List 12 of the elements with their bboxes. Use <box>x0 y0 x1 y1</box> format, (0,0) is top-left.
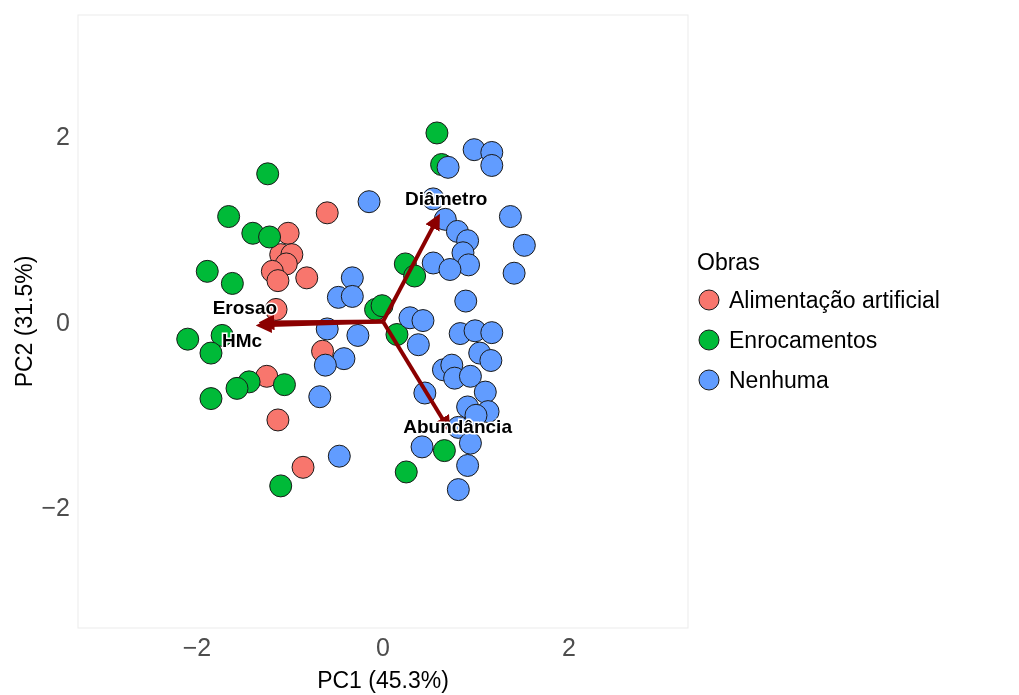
y-tick-label: 0 <box>56 307 70 336</box>
legend-title: Obras <box>697 249 760 275</box>
y-axis-title: PC2 (31.5%) <box>11 255 37 388</box>
legend-label: Enrocamentos <box>729 327 878 353</box>
legend-label: Nenhuma <box>729 367 829 393</box>
x-tick-label: 0 <box>376 633 390 661</box>
y-tick-label: −2 <box>41 493 70 522</box>
x-axis-title: PC1 (45.3%) <box>317 667 449 693</box>
legend-label: Alimentação artificial <box>729 287 940 313</box>
x-tick-label: 2 <box>562 633 576 661</box>
x-tick-label: −2 <box>182 633 212 661</box>
y-tick-label: 2 <box>56 121 70 150</box>
